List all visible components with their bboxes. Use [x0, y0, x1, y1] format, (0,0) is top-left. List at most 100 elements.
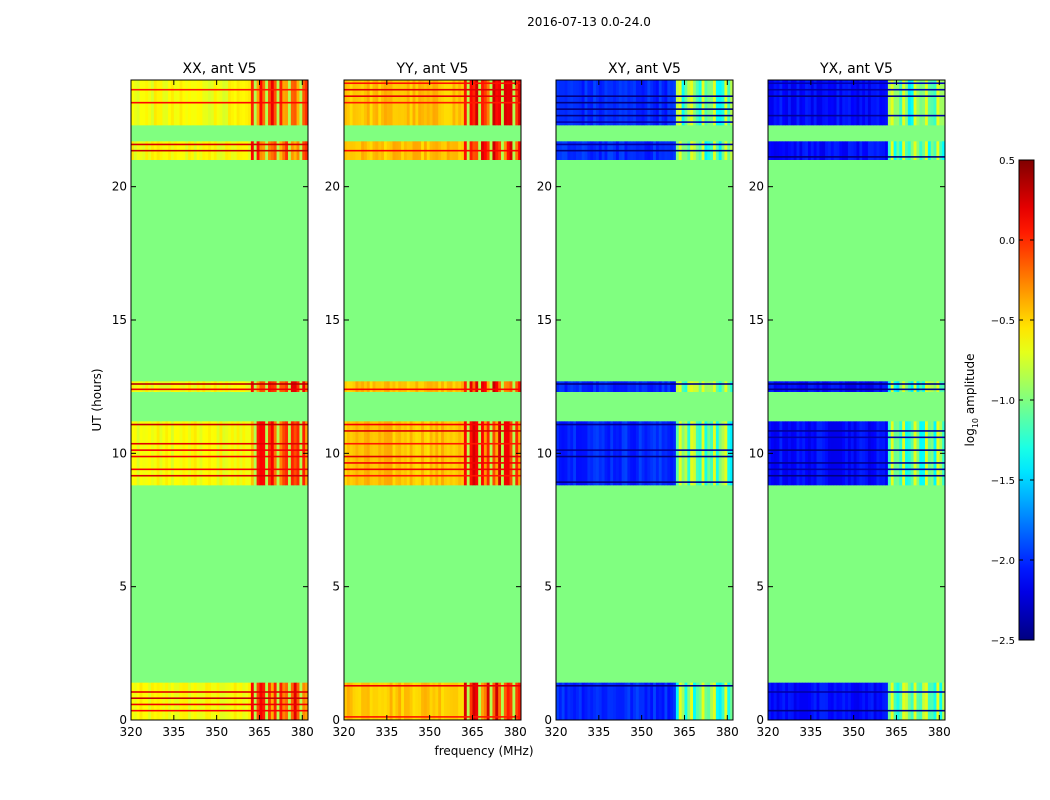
flag-line [131, 383, 308, 385]
heatmap-cell [230, 682, 235, 720]
heatmap-cell [381, 682, 385, 720]
heatmap-cell [876, 421, 880, 486]
heatmap-cell [724, 421, 728, 486]
heatmap-cell [793, 141, 797, 160]
heatmap-cell [355, 381, 359, 392]
heatmap-cell [724, 381, 728, 392]
heatmap-cell [667, 682, 671, 720]
flag-line [344, 716, 521, 718]
heatmap-cell [492, 421, 496, 486]
heatmap-cell [202, 421, 206, 486]
heatmap-cell [131, 682, 135, 720]
heatmap-cell [150, 381, 155, 392]
x-tick-label: 365 [248, 725, 271, 739]
heatmap-cell [296, 682, 300, 720]
heatmap-cell [933, 682, 937, 720]
y-tick-label: 15 [112, 313, 127, 327]
heatmap-cell [830, 421, 835, 486]
heatmap-cell [730, 682, 733, 720]
panel-title: YX, ant V5 [819, 61, 893, 77]
flag-line [768, 114, 945, 117]
heatmap-cell [905, 381, 909, 392]
heatmap-cell [202, 682, 206, 720]
x-tick-label: 320 [545, 725, 568, 739]
heatmap-cell [216, 682, 220, 720]
heatmap-cell [601, 421, 605, 486]
panel-yy: YY, ant V5 320 335 350 365 380 0 5 10 15 20 [325, 61, 527, 739]
heatmap-background [768, 80, 945, 720]
heatmap-cell [664, 682, 668, 720]
heatmap-cell [358, 421, 362, 486]
heatmap-cell [876, 381, 880, 392]
flag-line [556, 149, 733, 152]
x-tick-label: 350 [418, 725, 441, 739]
heatmap-cell [870, 80, 875, 126]
heatmap-cell [190, 682, 195, 720]
flag-line [768, 462, 945, 464]
heatmap-cell [176, 421, 180, 486]
heatmap-cell [842, 80, 846, 126]
heatmap-cell [839, 381, 843, 392]
heatmap-cell [245, 381, 249, 392]
heatmap-cell [624, 421, 628, 486]
heatmap-cell [239, 421, 243, 486]
flag-line [344, 468, 521, 471]
heatmap-cell [633, 682, 637, 720]
heatmap-cell [216, 421, 220, 486]
heatmap-cell [647, 421, 651, 486]
heatmap-cell [922, 141, 926, 160]
heatmap-cell [695, 381, 700, 392]
heatmap-cell [859, 141, 863, 160]
flag-line [768, 156, 945, 158]
heatmap-cell [136, 682, 140, 720]
heatmap-cell [349, 381, 353, 392]
y-tick-label: 20 [112, 180, 127, 194]
heatmap-cell [701, 381, 705, 392]
heatmap-cell [859, 381, 863, 392]
heatmap-cell [216, 381, 220, 392]
heatmap-cell [681, 381, 685, 392]
heatmap-cell [862, 682, 866, 720]
heatmap-cell [713, 381, 717, 392]
heatmap-cell [426, 381, 431, 392]
heatmap-cell [245, 682, 249, 720]
heatmap-cell [344, 381, 348, 392]
heatmap-cell [463, 682, 468, 720]
heatmap-cell [856, 141, 860, 160]
heatmap-cell [807, 80, 812, 126]
heatmap-cell [423, 682, 428, 720]
heatmap-cell [873, 80, 877, 126]
heatmap-cell [561, 381, 565, 392]
heatmap-cell [816, 381, 820, 392]
heatmap-cell [188, 421, 192, 486]
heatmap-cell [933, 421, 937, 486]
flag-line [556, 143, 733, 146]
heatmap-cell [701, 421, 705, 486]
heatmap-cell [265, 421, 269, 486]
heatmap-cell [478, 682, 482, 720]
heatmap-cell [707, 421, 711, 486]
heatmap-cell [193, 682, 198, 720]
heatmap-cell [836, 80, 840, 126]
heatmap-cell [228, 682, 232, 720]
heatmap-cell [882, 421, 886, 486]
heatmap-cell [418, 682, 422, 720]
heatmap-cell [139, 381, 143, 392]
heatmap-cell [455, 682, 459, 720]
heatmap-cell [288, 682, 292, 720]
heatmap-cell [564, 381, 568, 392]
heatmap-cell [441, 682, 445, 720]
heatmap-cell [262, 421, 266, 486]
heatmap-cell [386, 421, 391, 486]
flag-line [768, 388, 945, 391]
heatmap-cell [653, 381, 657, 392]
heatmap-cell [925, 141, 929, 160]
heatmap-cell [907, 381, 912, 392]
data-block [556, 682, 733, 720]
flag-line [344, 462, 521, 464]
heatmap-cell [644, 682, 648, 720]
heatmap-cell [349, 682, 353, 720]
heatmap-cell [819, 141, 823, 160]
heatmap-cell [887, 381, 892, 392]
heatmap-cell [153, 682, 158, 720]
